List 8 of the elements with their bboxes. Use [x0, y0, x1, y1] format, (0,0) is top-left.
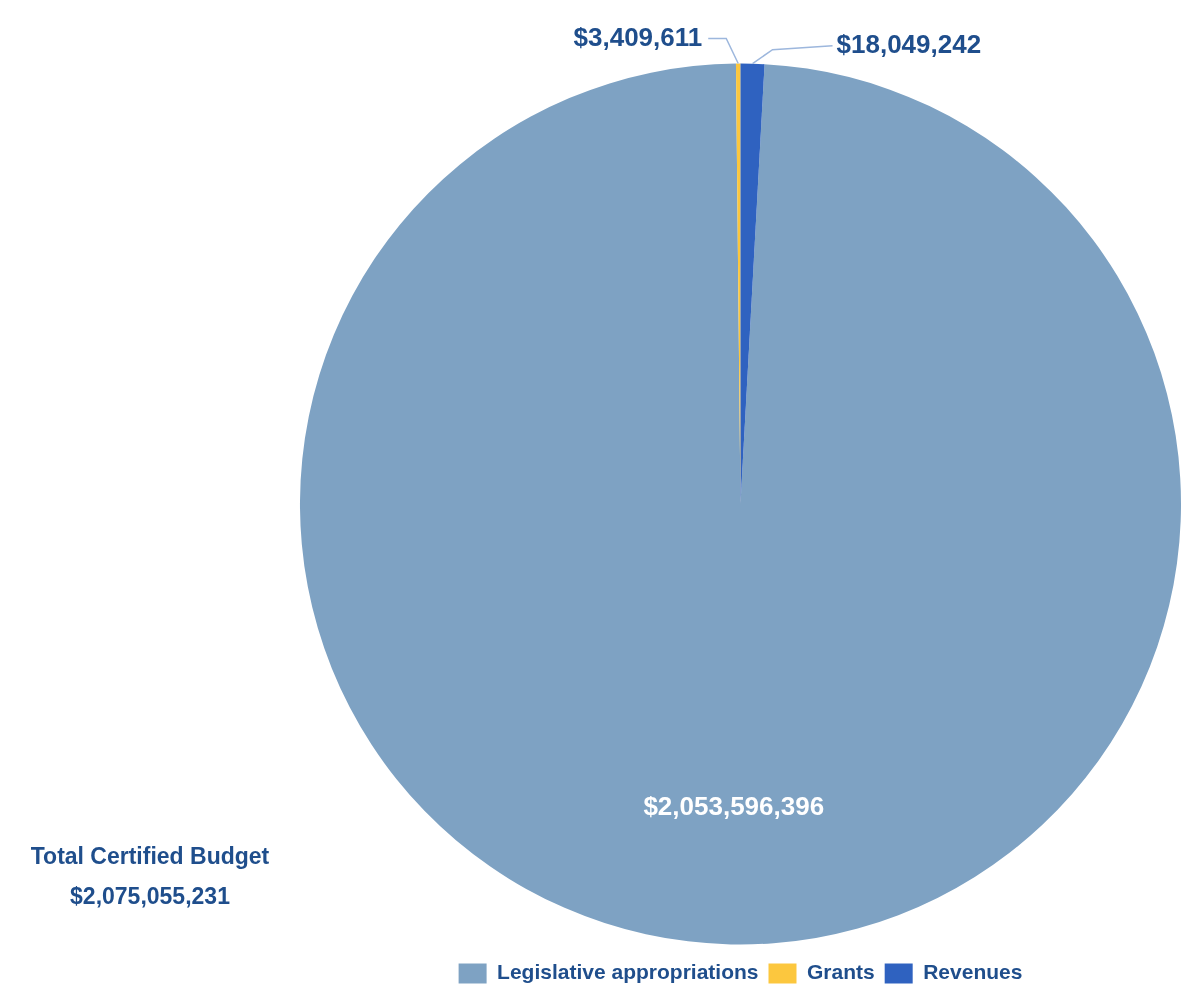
- text: Total Certified Budget: [29, 842, 271, 871]
- text: $2,075,055,231: [69, 882, 231, 911]
- data-label: $3,409,611: [573, 21, 703, 52]
- legend-label: Legislative appropriations: [497, 960, 759, 984]
- legend-label: Grants: [806, 960, 875, 984]
- legend-label: Revenues: [923, 960, 1023, 984]
- data-label: $18,049,242: [836, 28, 982, 59]
- data-label: $2,053,596,396: [643, 791, 825, 822]
